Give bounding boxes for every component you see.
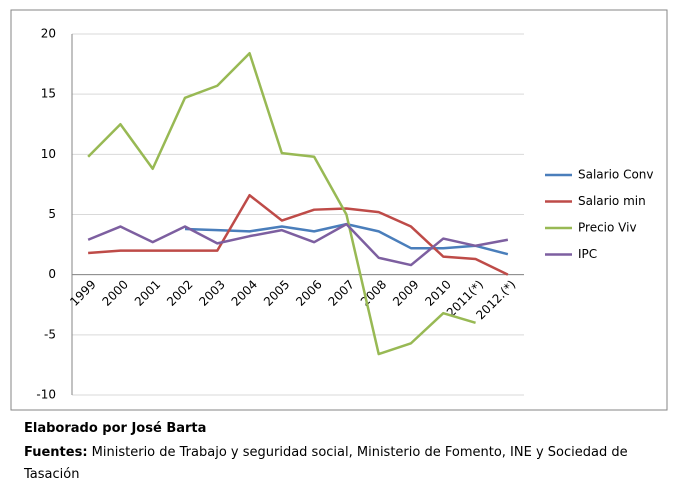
sources-text: Ministerio de Trabajo y seguridad social…	[24, 445, 628, 482]
y-tick-label: 15	[41, 87, 56, 101]
line	[87, 222, 509, 267]
y-tick-label: -5	[44, 327, 56, 341]
line	[88, 193, 509, 276]
sources-label: Fuentes:	[24, 445, 88, 460]
legend-label: Salario min	[578, 194, 646, 208]
y-tick-label: 5	[48, 207, 56, 221]
legend-label: Salario Conv	[578, 168, 654, 182]
author: Elaborado por José Barta	[24, 421, 207, 436]
legend-label: IPC	[578, 247, 597, 261]
y-tick-label: 10	[41, 147, 56, 161]
legend-label: Precio Viv	[578, 221, 637, 235]
y-tick-label: 20	[41, 27, 56, 41]
y-tick-label: -10	[36, 388, 56, 402]
sources: Fuentes: Ministerio de Trabajo y segurid…	[24, 442, 664, 486]
line	[87, 52, 476, 356]
y-tick-label: 0	[48, 267, 56, 281]
